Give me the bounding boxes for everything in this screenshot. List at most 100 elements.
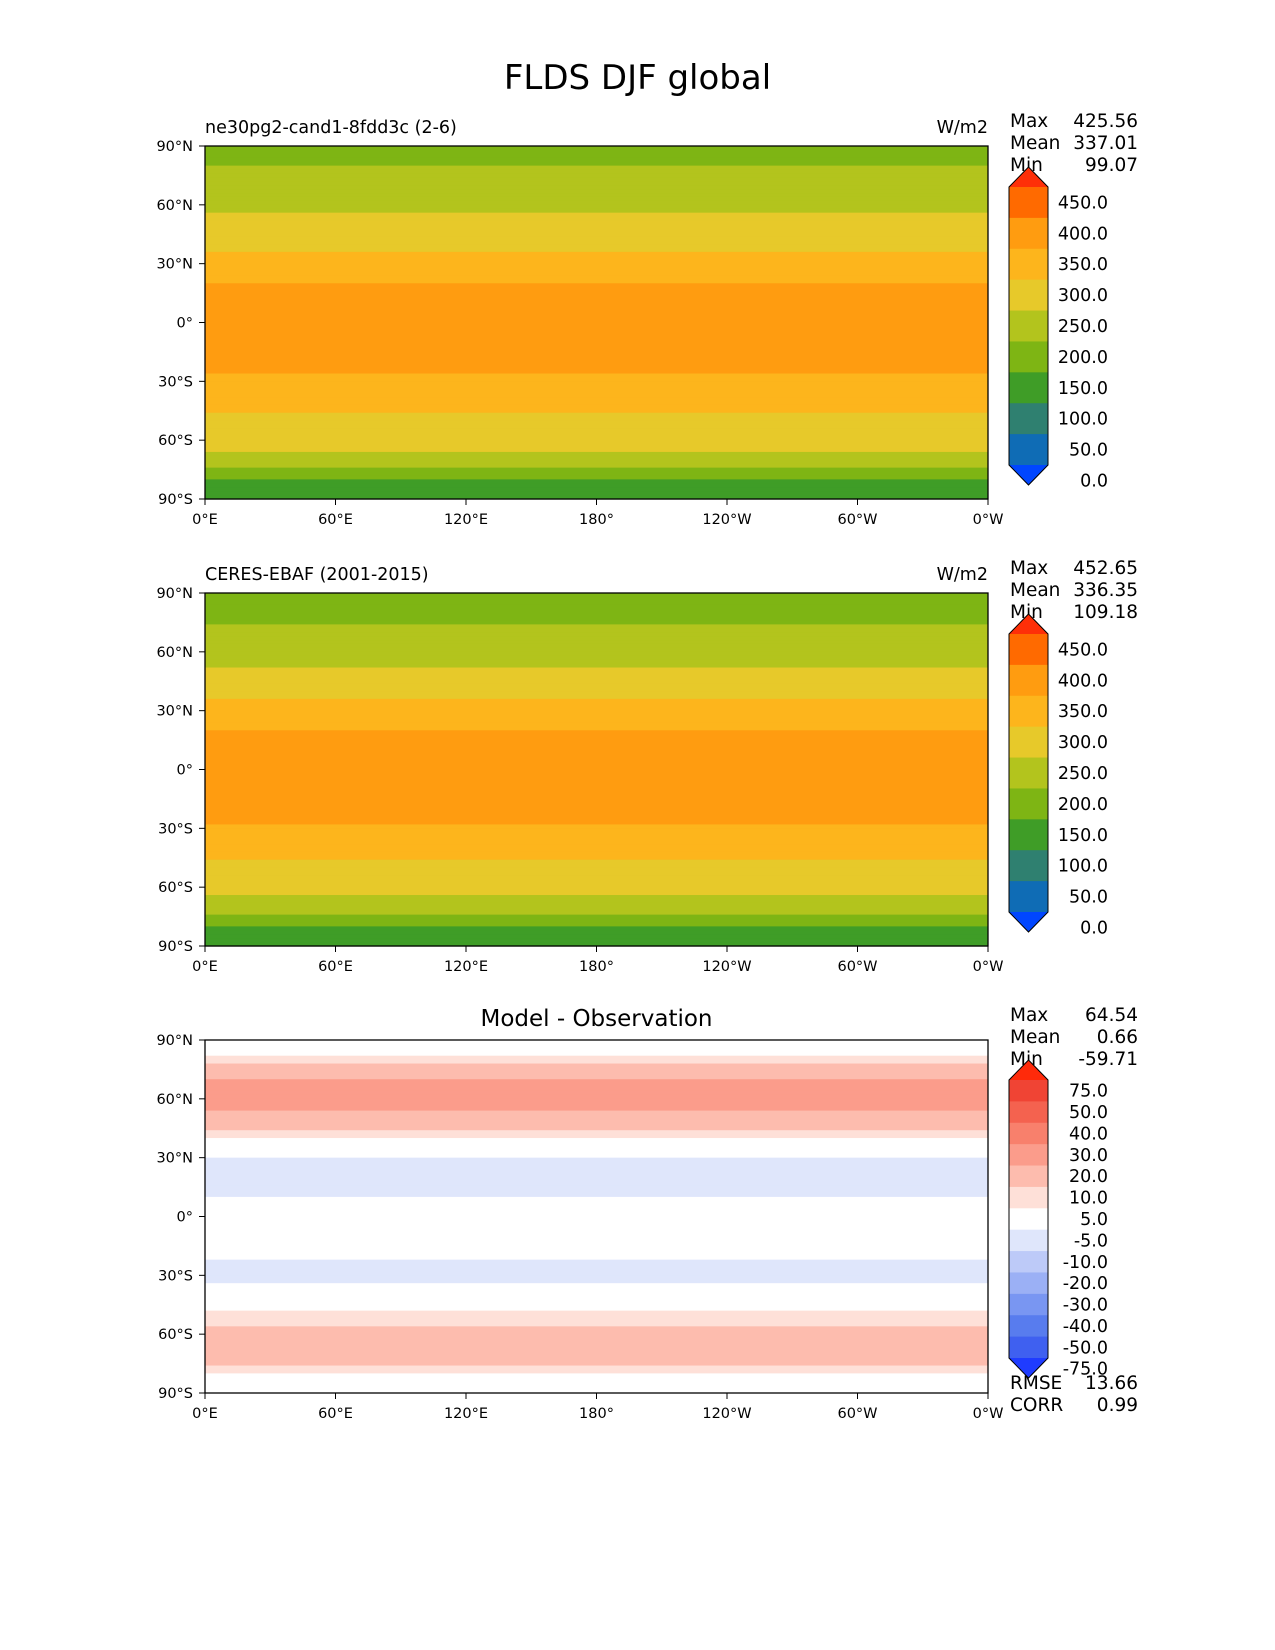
stat-label: Max [1010, 558, 1049, 579]
contour-band [205, 671, 988, 676]
contour-band [205, 604, 988, 610]
colorbar-extend-min [1009, 912, 1048, 932]
contour-band [205, 1349, 988, 1355]
contour-band [205, 714, 988, 720]
stat-label: Mean [1010, 580, 1061, 601]
colorbar-segment [1009, 187, 1048, 219]
contour-band [205, 875, 988, 880]
contour-band [205, 455, 988, 461]
x-tick-label: 180° [579, 959, 614, 975]
contour-band [205, 412, 988, 418]
contour-band [205, 334, 988, 339]
y-tick-label: 90°S [158, 939, 193, 955]
contour-band [205, 342, 988, 347]
contour-band [205, 1310, 988, 1316]
contour-band [205, 1098, 988, 1104]
contour-band [205, 773, 988, 778]
contour-band [205, 914, 988, 920]
y-tick-label: 30°S [158, 1268, 193, 1284]
colorbar-extend-max [1009, 1060, 1048, 1080]
colorbar-segment [1009, 881, 1048, 913]
contour-band [205, 1263, 988, 1269]
contour-band [205, 871, 988, 876]
contour-band [205, 1389, 988, 1394]
contour-band [205, 1216, 988, 1222]
contour-band [205, 922, 988, 927]
contour-band [205, 1130, 988, 1135]
contour-band [205, 1134, 988, 1139]
contour-band [205, 1106, 988, 1112]
colorbar-segment [1009, 788, 1048, 820]
contour-band [205, 840, 988, 845]
colorbar-label: 100.0 [1058, 857, 1108, 877]
colorbar-segment [1009, 1186, 1048, 1209]
contour-band [205, 1287, 988, 1292]
contour-band [205, 302, 988, 308]
contour-band [205, 612, 988, 618]
colorbar-label: 75.0 [1069, 1082, 1108, 1102]
colorbar-label: 50.0 [1069, 888, 1108, 908]
colorbar-label: 250.0 [1058, 317, 1108, 337]
contour-band [205, 1228, 988, 1233]
contour-band [205, 1102, 988, 1108]
contour-band [205, 428, 988, 433]
colorbar-label: 250.0 [1058, 764, 1108, 784]
contour-band [205, 459, 988, 465]
contour-band [205, 389, 988, 394]
colorbar-segment [1009, 1080, 1048, 1102]
contour-band [205, 471, 988, 477]
contour-band [205, 1220, 988, 1225]
contour-band [205, 1208, 988, 1214]
contour-band [205, 1200, 988, 1206]
contour-band [205, 181, 988, 186]
contour-band [205, 1075, 988, 1080]
x-tick-label: 0°E [192, 1406, 218, 1422]
contour-band [205, 165, 988, 171]
contour-band [205, 738, 988, 743]
contour-band [205, 479, 988, 484]
contour-band [205, 1247, 988, 1253]
contour-band [205, 1094, 988, 1100]
contour-band [205, 487, 988, 492]
contour-band [205, 616, 988, 622]
colorbar-extend-max [1009, 167, 1048, 187]
contour-band [205, 483, 988, 488]
x-tick-label: 0°W [973, 959, 1004, 975]
x-tick-label: 60°E [318, 959, 353, 975]
x-tick-label: 0°W [973, 512, 1004, 528]
colorbar-label: -30.0 [1063, 1296, 1108, 1316]
contour-band [205, 259, 988, 265]
contour-band [205, 1291, 988, 1296]
contour-band [205, 318, 988, 324]
colorbar-label: 0.0 [1080, 471, 1108, 491]
contour-band [205, 247, 988, 253]
colorbar-label: 300.0 [1058, 733, 1108, 753]
contour-band [205, 781, 988, 786]
colorbar-segment [1009, 850, 1048, 882]
colorbar-label: 400.0 [1058, 224, 1108, 244]
y-tick-label: 30°N [156, 257, 193, 273]
contour-band [205, 491, 988, 496]
contour-band [205, 1275, 988, 1280]
contour-band [205, 271, 988, 277]
contour-band [205, 185, 988, 190]
contour-band [205, 1318, 988, 1323]
contour-band [205, 357, 988, 363]
contour-band [205, 244, 988, 249]
contour-band [205, 651, 988, 657]
contour-band [205, 420, 988, 426]
x-tick-label: 120°W [702, 1406, 751, 1422]
y-tick-label: 30°N [156, 1151, 193, 1167]
contour-band [205, 326, 988, 331]
contour-band [205, 189, 988, 194]
contour-band [205, 149, 988, 155]
colorbar-label: 450.0 [1058, 193, 1108, 213]
contour-band [205, 440, 988, 445]
colorbar-outline [1008, 166, 1049, 486]
stat-label: Mean [1010, 1027, 1061, 1048]
contour-band [205, 1181, 988, 1186]
contour-band [205, 647, 988, 653]
stat-label: Min [1010, 155, 1043, 176]
stat-value: 0.99 [1096, 1395, 1138, 1416]
contour-band [205, 475, 988, 480]
